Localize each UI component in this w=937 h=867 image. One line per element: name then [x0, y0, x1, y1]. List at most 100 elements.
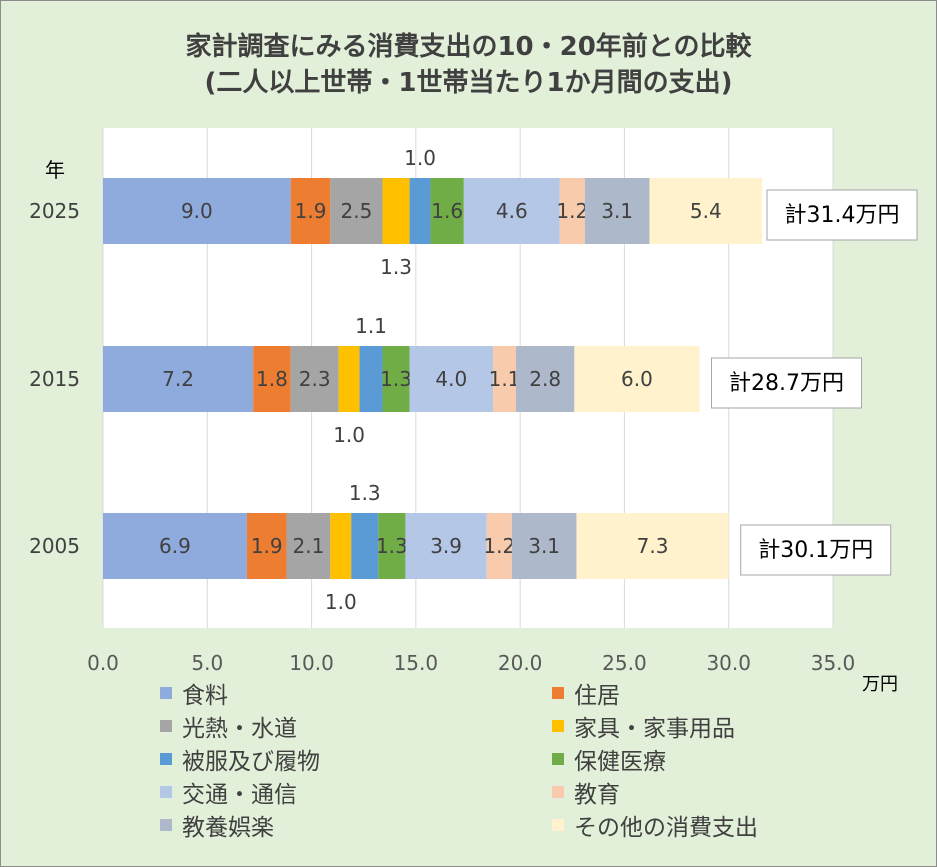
bar-segment — [330, 178, 383, 244]
bar-segment — [359, 346, 383, 412]
legend-item: 保健医療 — [552, 745, 666, 775]
data-label: 3.9 — [430, 534, 462, 558]
total-label: 計30.1万円 — [758, 538, 873, 563]
data-label: 7.3 — [637, 534, 669, 558]
x-tick-label: 15.0 — [394, 651, 439, 675]
bar-segment — [511, 513, 577, 579]
bar-segment — [559, 178, 585, 244]
legend-swatch — [160, 687, 172, 699]
data-label: 1.3 — [376, 534, 408, 558]
legend-swatch — [160, 819, 172, 831]
bar-segment — [382, 346, 410, 412]
data-label: 1.2 — [556, 199, 588, 223]
legend-label: 交通・通信 — [182, 782, 297, 808]
legend-label: 被服及び履物 — [182, 749, 320, 775]
legend-label: 教育 — [574, 782, 620, 808]
bar-segment — [486, 513, 512, 579]
legend-item: 光熱・水道 — [160, 712, 297, 742]
legend-label: その他の消費支出 — [574, 815, 758, 841]
data-label: 1.3 — [380, 255, 412, 279]
total-box — [711, 357, 863, 409]
data-label: 9.0 — [181, 199, 213, 223]
data-label: 1.0 — [325, 590, 357, 614]
bar-segment — [103, 513, 247, 579]
data-label: 2.8 — [529, 367, 561, 391]
x-tick-label: 0.0 — [87, 651, 119, 675]
data-label: 5.4 — [690, 199, 722, 223]
bar-segment — [338, 346, 360, 412]
data-label: 1.0 — [333, 423, 365, 447]
bar-segment — [286, 513, 331, 579]
bar-segment — [649, 178, 763, 244]
y-tick-label: 2005 — [29, 534, 80, 558]
data-label: 4.6 — [496, 199, 528, 223]
data-label: 1.9 — [295, 199, 327, 223]
bar-segment — [574, 346, 700, 412]
legend-item: 教養娯楽 — [160, 811, 274, 841]
data-label: 2.3 — [299, 367, 331, 391]
bar-segment — [378, 513, 406, 579]
legend-swatch — [552, 753, 564, 765]
bar-segment — [103, 346, 254, 412]
bar-segment — [330, 513, 352, 579]
y-axis-title: 年 — [45, 158, 65, 182]
bar-segment — [409, 178, 431, 244]
legend-swatch — [552, 819, 564, 831]
data-label: 1.3 — [349, 481, 381, 505]
total-box — [766, 189, 918, 241]
data-label: 3.1 — [528, 534, 560, 558]
legend-label: 住居 — [574, 683, 620, 709]
data-label: 3.1 — [601, 199, 633, 223]
data-label: 1.3 — [380, 367, 412, 391]
legend-label: 家具・家事用品 — [574, 716, 735, 742]
legend-swatch — [160, 720, 172, 732]
bar-segment — [253, 346, 291, 412]
data-label: 1.1 — [489, 367, 521, 391]
bar-segment — [493, 346, 516, 412]
data-label: 1.8 — [256, 367, 288, 391]
legend-label: 保健医療 — [574, 749, 666, 775]
legend-item: その他の消費支出 — [552, 811, 758, 841]
total-label: 計31.4万円 — [785, 203, 900, 228]
x-tick-label: 5.0 — [191, 651, 223, 675]
legend-swatch — [552, 687, 564, 699]
legend-item: 教育 — [552, 778, 620, 808]
bar-segment — [351, 513, 379, 579]
legend-item: 住居 — [552, 679, 620, 709]
data-label: 2.5 — [341, 199, 373, 223]
x-tick-label: 30.0 — [706, 651, 751, 675]
legend-label: 光熱・水道 — [182, 716, 297, 742]
legend-item: 食料 — [160, 679, 228, 709]
bar-segment — [290, 178, 331, 244]
data-label: 1.6 — [431, 199, 463, 223]
legend-item: 被服及び履物 — [160, 745, 320, 775]
legend-item: 家具・家事用品 — [552, 712, 735, 742]
data-label: 1.0 — [404, 146, 436, 170]
x-tick-label: 35.0 — [811, 651, 856, 675]
data-label: 1.1 — [355, 314, 387, 338]
data-label: 6.9 — [159, 534, 191, 558]
bar-segment — [246, 513, 287, 579]
bar-segment — [576, 513, 729, 579]
bar-segment — [103, 178, 291, 244]
data-label: 4.0 — [435, 367, 467, 391]
data-label: 2.1 — [293, 534, 325, 558]
bar-segment — [409, 346, 494, 412]
bar-segment — [430, 178, 464, 244]
bar-segment — [463, 178, 560, 244]
bar-segment — [405, 513, 487, 579]
x-tick-label: 20.0 — [498, 651, 543, 675]
legend-swatch — [160, 786, 172, 798]
data-label: 7.2 — [162, 367, 194, 391]
total-label: 計28.7万円 — [729, 371, 844, 396]
total-box — [740, 524, 892, 576]
legend-swatch — [160, 753, 172, 765]
x-tick-label: 25.0 — [602, 651, 647, 675]
data-label: 6.0 — [621, 367, 653, 391]
legend-label: 教養娯楽 — [182, 815, 274, 841]
bar-segment — [290, 346, 339, 412]
y-tick-label: 2025 — [29, 199, 80, 223]
legend-item: 交通・通信 — [160, 778, 297, 808]
bar-segment — [515, 346, 575, 412]
